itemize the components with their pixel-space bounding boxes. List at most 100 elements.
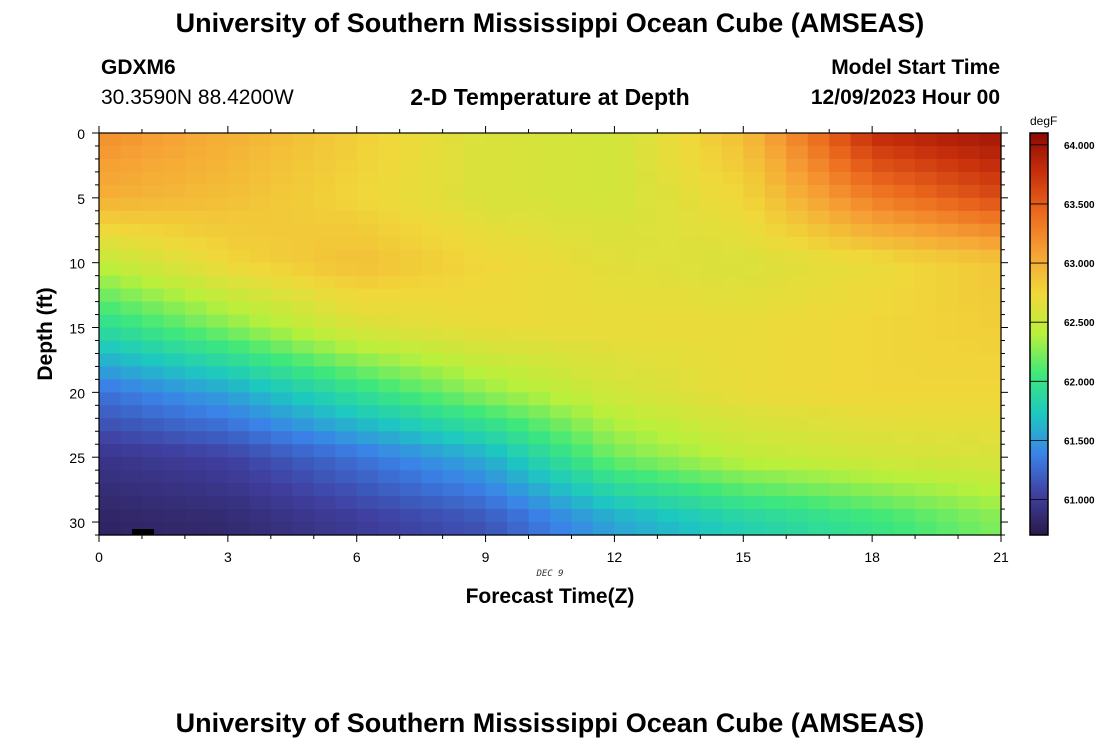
heatmap-cell <box>270 366 293 380</box>
heatmap-cell <box>335 522 358 536</box>
heatmap-cell <box>292 522 315 536</box>
heatmap-cell <box>421 496 444 510</box>
heatmap-cell <box>958 392 981 406</box>
heatmap-cell <box>614 366 637 380</box>
heatmap-cell <box>99 509 122 523</box>
heatmap-cell <box>184 418 207 432</box>
heatmap-cell <box>399 418 422 432</box>
heatmap-cell <box>421 327 444 342</box>
heatmap-cell <box>464 262 487 277</box>
heatmap-cell <box>141 353 165 368</box>
heatmap-cell <box>936 483 959 497</box>
heatmap-cell <box>764 405 787 419</box>
heatmap-cell <box>292 133 315 147</box>
page-title: University of Southern Mississippi Ocean… <box>175 8 925 38</box>
heatmap-cell <box>807 509 830 523</box>
heatmap-cell <box>550 379 573 393</box>
heatmap-cell <box>764 184 787 199</box>
heatmap-cell <box>743 184 766 199</box>
heatmap-cell <box>249 327 272 342</box>
heatmap-cell <box>550 301 573 316</box>
heatmap-cell <box>893 249 916 264</box>
heatmap-cell <box>485 158 508 173</box>
heatmap-cell <box>163 418 186 432</box>
heatmap-cell <box>550 223 573 238</box>
heatmap-cell <box>120 483 143 497</box>
heatmap-cell <box>829 262 852 277</box>
heatmap-cell <box>850 236 873 251</box>
heatmap-cell <box>249 275 272 290</box>
heatmap-cell <box>571 210 594 225</box>
heatmap-cell <box>764 418 787 432</box>
heatmap-cell <box>292 223 315 238</box>
heatmap-cell <box>99 145 122 160</box>
heatmap-cell <box>936 470 959 484</box>
heatmap-cell <box>249 249 272 264</box>
heatmap-cell <box>206 262 229 277</box>
heatmap-cell <box>292 444 315 458</box>
heatmap-cell <box>979 470 1002 484</box>
heatmap-cell <box>292 405 315 419</box>
heatmap-cell <box>936 158 959 173</box>
date-label: DEC 9 <box>536 569 564 579</box>
heatmap-cell <box>227 457 250 471</box>
heatmap-cell <box>206 223 229 238</box>
heatmap-cell <box>958 457 981 471</box>
heatmap-cell <box>249 353 272 368</box>
heatmap-cell <box>807 353 830 368</box>
heatmap-cell <box>571 353 594 368</box>
heatmap-cell <box>227 327 250 342</box>
heatmap-cell <box>657 262 680 277</box>
heatmap-cell <box>571 405 594 419</box>
heatmap-cell <box>292 210 315 225</box>
heatmap-cell <box>893 223 916 238</box>
heatmap-cell <box>657 158 680 173</box>
heatmap-cell <box>485 353 508 368</box>
heatmap-cell <box>528 457 551 471</box>
heatmap-cell <box>464 171 487 186</box>
heatmap-cell <box>120 210 143 225</box>
heatmap-cell <box>163 184 186 199</box>
heatmap-cell <box>99 392 122 406</box>
heatmap-cell <box>227 133 250 147</box>
heatmap-cell <box>850 340 873 355</box>
heatmap-cell <box>592 301 616 316</box>
heatmap-cell <box>528 249 551 264</box>
heatmap-cell <box>915 184 938 199</box>
heatmap-cell <box>120 431 143 445</box>
heatmap-cell <box>356 392 379 406</box>
heatmap-cell <box>184 275 207 290</box>
heatmap-cell <box>807 457 830 471</box>
heatmap-cell <box>721 418 744 432</box>
heatmap-cell <box>464 210 487 225</box>
heatmap-cell <box>421 158 444 173</box>
heatmap-cell <box>292 236 315 251</box>
heatmap-cell <box>378 418 401 432</box>
heatmap-cell <box>850 444 873 458</box>
heatmap-cell <box>721 340 744 355</box>
heatmap-cell <box>270 314 293 329</box>
heatmap-cell <box>270 444 293 458</box>
heatmap-cell <box>421 223 444 238</box>
heatmap-cell <box>249 483 272 497</box>
heatmap-cell <box>184 171 207 186</box>
heatmap-cell <box>614 327 637 342</box>
heatmap-cell <box>958 509 981 523</box>
heatmap-cell <box>421 145 444 160</box>
heatmap-cell <box>399 210 422 225</box>
heatmap-cell <box>421 210 444 225</box>
heatmap-cell <box>721 184 744 199</box>
heatmap-cell <box>550 288 573 303</box>
heatmap-cell <box>786 314 809 329</box>
heatmap-cell <box>464 275 487 290</box>
heatmap-cell <box>313 249 336 264</box>
heatmap-cell <box>378 197 401 212</box>
heatmap-cell <box>893 418 916 432</box>
heatmap-cell <box>807 470 830 484</box>
heatmap-cell <box>528 184 551 199</box>
heatmap-cell <box>507 496 530 510</box>
heatmap-cell <box>227 340 250 355</box>
heatmap-cell <box>872 288 895 303</box>
heatmap-cell <box>442 522 465 536</box>
heatmap-cell <box>120 379 143 393</box>
